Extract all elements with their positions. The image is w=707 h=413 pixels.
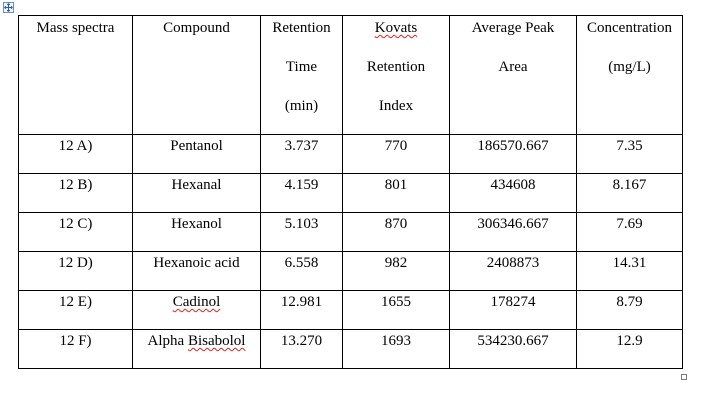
cell-kovats-index[interactable]: 870 [342, 212, 450, 252]
table-row: 12 C) Hexanol 5.103 870 306346.667 7.69 [18, 212, 683, 252]
cell-compound[interactable]: Hexanal [132, 173, 261, 213]
cell-retention-time[interactable]: 13.270 [260, 329, 343, 369]
cell-concentration[interactable]: 14.31 [576, 251, 683, 291]
cell-kovats-index[interactable]: 982 [342, 251, 450, 291]
table-row: 12 B) Hexanal 4.159 801 434608 8.167 [18, 173, 683, 213]
cell-concentration[interactable]: 12.9 [576, 329, 683, 369]
cell-compound[interactable]: Alpha Bisabolol [132, 329, 261, 369]
cell-retention-time[interactable]: 4.159 [260, 173, 343, 213]
cell-concentration[interactable]: 8.167 [576, 173, 683, 213]
cell-concentration[interactable]: 8.79 [576, 290, 683, 330]
cell-retention-time[interactable]: 6.558 [260, 251, 343, 291]
cell-average-peak-area[interactable]: 434608 [449, 173, 577, 213]
table-row: 12 A) Pentanol 3.737 770 186570.667 7.35 [18, 134, 683, 174]
cell-kovats-index[interactable]: 770 [342, 134, 450, 174]
header-compound[interactable]: Compound [132, 15, 261, 135]
cell-kovats-index[interactable]: 801 [342, 173, 450, 213]
cell-average-peak-area[interactable]: 2408873 [449, 251, 577, 291]
table-row: 12 F) Alpha Bisabolol 13.270 1693 534230… [18, 329, 683, 369]
cell-concentration[interactable]: 7.69 [576, 212, 683, 252]
cell-kovats-index[interactable]: 1693 [342, 329, 450, 369]
gc-ms-results-table: Mass spectra Compound Retention Time (mi… [18, 15, 683, 369]
cell-mass-spectra[interactable]: 12 A) [18, 134, 133, 174]
cell-compound[interactable]: Cadinol [132, 290, 261, 330]
cell-average-peak-area[interactable]: 534230.667 [449, 329, 577, 369]
compound-word-alpha: Alpha [147, 333, 188, 349]
table-row: 12 D) Hexanoic acid 6.558 982 2408873 14… [18, 251, 683, 291]
cell-mass-spectra[interactable]: 12 B) [18, 173, 133, 213]
header-mass-spectra[interactable]: Mass spectra [18, 15, 133, 135]
compound-word-bisabolol: Bisabolol [187, 333, 246, 349]
table-resize-handle-icon[interactable] [681, 374, 687, 380]
cell-mass-spectra[interactable]: 12 D) [18, 251, 133, 291]
header-concentration[interactable]: Concentration (mg/L) [576, 15, 683, 135]
cell-retention-time[interactable]: 12.981 [260, 290, 343, 330]
cell-mass-spectra[interactable]: 12 C) [18, 212, 133, 252]
cell-average-peak-area[interactable]: 186570.667 [449, 134, 577, 174]
cell-retention-time[interactable]: 5.103 [260, 212, 343, 252]
cell-compound[interactable]: Hexanoic acid [132, 251, 261, 291]
cell-mass-spectra[interactable]: 12 F) [18, 329, 133, 369]
cell-average-peak-area[interactable]: 178274 [449, 290, 577, 330]
cell-kovats-index[interactable]: 1655 [342, 290, 450, 330]
header-kovats-retention-index[interactable]: Kovats Retention Index [342, 15, 450, 135]
header-average-peak-area[interactable]: Average Peak Area [449, 15, 577, 135]
cell-average-peak-area[interactable]: 306346.667 [449, 212, 577, 252]
table-row: 12 E) Cadinol 12.981 1655 178274 8.79 [18, 290, 683, 330]
cell-concentration[interactable]: 7.35 [576, 134, 683, 174]
header-row: Mass spectra Compound Retention Time (mi… [18, 15, 683, 135]
cell-mass-spectra[interactable]: 12 E) [18, 290, 133, 330]
cell-retention-time[interactable]: 3.737 [260, 134, 343, 174]
table-move-handle-icon[interactable] [3, 2, 14, 13]
cell-compound[interactable]: Hexanol [132, 212, 261, 252]
header-retention-time[interactable]: Retention Time (min) [260, 15, 343, 135]
cell-compound[interactable]: Pentanol [132, 134, 261, 174]
